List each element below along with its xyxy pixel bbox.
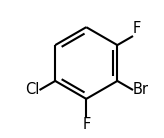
Text: F: F — [82, 117, 90, 132]
Text: F: F — [133, 21, 141, 36]
Text: Br: Br — [133, 82, 149, 97]
Text: Cl: Cl — [25, 82, 40, 97]
